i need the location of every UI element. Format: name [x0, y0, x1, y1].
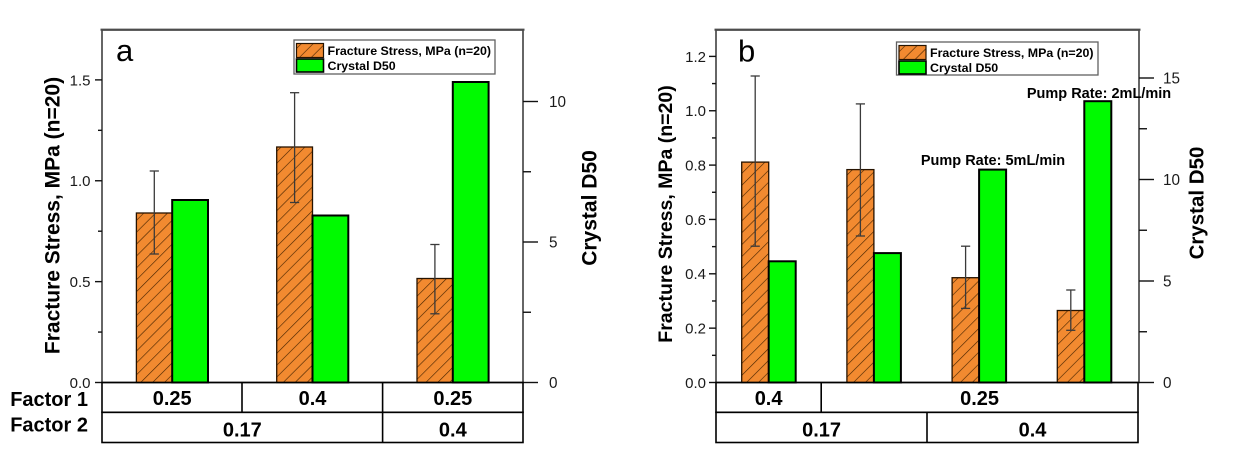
svg-text:0.0: 0.0	[685, 375, 706, 392]
svg-text:Crystal D50: Crystal D50	[328, 59, 396, 73]
svg-text:Pump Rate: 5mL/min: Pump Rate: 5mL/min	[921, 153, 1065, 169]
svg-text:Pump Rate: 2mL/min: Pump Rate: 2mL/min	[1027, 86, 1171, 102]
svg-text:1.0: 1.0	[685, 103, 706, 120]
svg-text:1.5: 1.5	[70, 72, 91, 89]
svg-text:0.4: 0.4	[755, 388, 784, 410]
svg-text:10: 10	[1163, 172, 1180, 189]
svg-text:5: 5	[1163, 273, 1172, 290]
svg-text:Fracture Stress, MPa (n=20): Fracture Stress, MPa (n=20)	[930, 46, 1094, 60]
svg-text:0: 0	[1163, 375, 1172, 392]
svg-text:b: b	[738, 34, 755, 69]
svg-text:0.0: 0.0	[70, 375, 91, 392]
svg-text:Factor 1: Factor 1	[10, 389, 88, 411]
svg-text:Factor 2: Factor 2	[10, 415, 88, 437]
svg-text:0: 0	[549, 375, 558, 392]
svg-text:Fracture Stress, MPa (n=20): Fracture Stress, MPa (n=20)	[328, 44, 492, 58]
svg-text:Fracture Stress, MPa (n=20): Fracture Stress, MPa (n=20)	[42, 77, 65, 354]
svg-text:Fracture Stress, MPa (n=20): Fracture Stress, MPa (n=20)	[655, 85, 677, 342]
svg-text:0.25: 0.25	[433, 388, 472, 410]
svg-text:5: 5	[549, 234, 558, 251]
svg-text:0.17: 0.17	[802, 419, 841, 441]
svg-text:0.8: 0.8	[685, 158, 706, 175]
svg-text:0.6: 0.6	[685, 212, 706, 229]
svg-text:0.5: 0.5	[70, 274, 91, 291]
svg-text:Crystal D50: Crystal D50	[579, 150, 602, 266]
svg-text:0.4: 0.4	[1019, 419, 1048, 441]
svg-text:1.0: 1.0	[70, 173, 91, 190]
svg-text:0.4: 0.4	[685, 266, 706, 283]
svg-text:0.25: 0.25	[960, 388, 999, 410]
svg-text:1.2: 1.2	[685, 49, 706, 66]
svg-text:0.17: 0.17	[223, 419, 262, 441]
svg-text:10: 10	[549, 94, 566, 111]
svg-text:Crystal D50: Crystal D50	[1186, 147, 1209, 260]
svg-text:0.4: 0.4	[439, 419, 468, 441]
svg-text:0.4: 0.4	[299, 388, 328, 410]
svg-text:0.2: 0.2	[685, 321, 706, 338]
svg-text:a: a	[116, 33, 134, 68]
svg-text:Crystal D50: Crystal D50	[930, 61, 998, 75]
svg-text:15: 15	[1163, 70, 1180, 87]
svg-text:0.25: 0.25	[153, 388, 192, 410]
